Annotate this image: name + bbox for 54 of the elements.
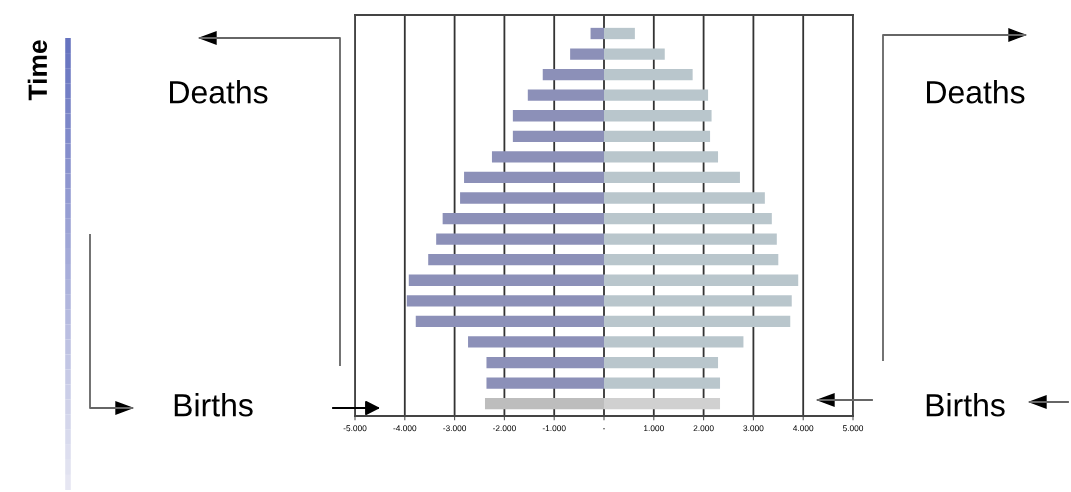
bar	[604, 171, 740, 184]
text: Births	[926, 393, 1005, 417]
bar	[604, 295, 792, 307]
bar	[415, 315, 604, 328]
bar	[436, 233, 604, 245]
bar	[604, 336, 744, 348]
bar	[527, 89, 604, 101]
bar	[604, 89, 709, 101]
text: Births	[174, 393, 253, 417]
bar	[464, 171, 604, 184]
bar	[484, 398, 604, 410]
bar	[604, 48, 665, 60]
x-tick-label: 3.000	[743, 425, 764, 432]
x-tick-label: -5.000	[343, 425, 367, 432]
bar	[570, 48, 604, 60]
bar	[604, 68, 693, 81]
bar	[460, 192, 604, 204]
bar	[486, 356, 604, 369]
bar	[512, 130, 604, 142]
bar	[486, 377, 604, 389]
bar	[512, 110, 604, 122]
bar	[442, 212, 604, 225]
bar	[604, 398, 721, 410]
bar	[604, 315, 791, 328]
x-tick-label: 4.000	[792, 425, 814, 432]
bar	[604, 151, 719, 163]
bar	[604, 377, 721, 389]
bar	[604, 130, 711, 142]
text: Deaths	[927, 80, 1025, 104]
x-tick-label: 2.000	[693, 425, 714, 432]
text: Deaths	[170, 80, 268, 104]
bar	[491, 151, 604, 163]
bar	[604, 233, 777, 245]
bar	[408, 274, 604, 286]
x-tick-label: -2.000	[492, 425, 516, 432]
x-tick-label: -3.000	[443, 425, 467, 432]
bar	[468, 336, 604, 348]
bar	[604, 212, 772, 225]
text: Time	[27, 40, 48, 101]
bar	[542, 68, 604, 81]
bar	[604, 192, 765, 204]
x-tick-label: 5.000	[842, 425, 864, 432]
bar	[604, 254, 779, 266]
bar	[604, 356, 719, 369]
x-tick-label: -4.000	[393, 425, 417, 432]
bar	[604, 110, 712, 122]
x-tick-label: -	[602, 428, 606, 430]
bar	[604, 274, 799, 286]
bar	[428, 254, 604, 266]
bar	[406, 295, 604, 307]
x-tick-label: -1.000	[542, 425, 566, 432]
bar	[604, 27, 635, 40]
bar	[590, 27, 604, 40]
x-tick-label: 1.000	[644, 425, 664, 432]
